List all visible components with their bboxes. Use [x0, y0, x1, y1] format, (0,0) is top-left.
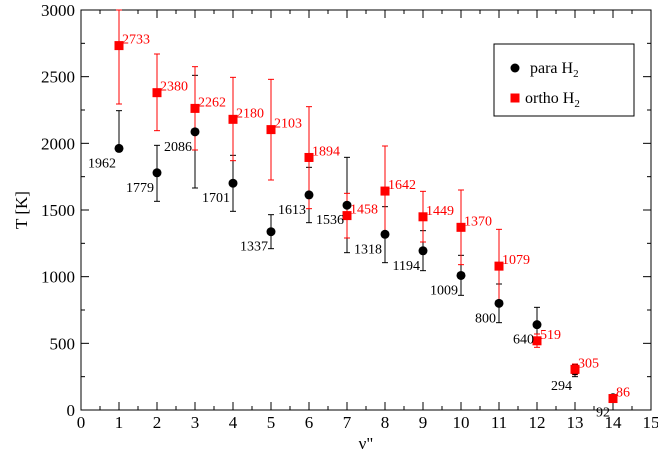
ortho-data-label: 86: [616, 386, 630, 401]
ortho-point: [456, 222, 466, 232]
legend-box: [493, 43, 635, 117]
para-data-label: 1962: [88, 156, 116, 171]
para-data-label: 1536: [316, 213, 344, 228]
y-tick-label: 2500: [41, 68, 75, 87]
ortho-data-label: 2103: [274, 117, 302, 132]
x-tick-label: 12: [529, 413, 546, 432]
x-axis-title: ν": [359, 434, 374, 453]
ortho-point: [342, 211, 352, 221]
para-data-label: 2086: [164, 140, 192, 155]
para-point: [190, 127, 200, 137]
ortho-point: [380, 186, 390, 196]
x-tick-label: 6: [305, 413, 314, 432]
y-tick-label: 0: [67, 401, 76, 420]
para-point: [228, 178, 238, 188]
x-tick-label: 7: [343, 413, 352, 432]
para-point: [342, 200, 352, 210]
y-tick-label: 1000: [41, 268, 75, 287]
ortho-point: [190, 103, 200, 113]
para-point: [152, 168, 162, 178]
x-tick-label: 0: [77, 413, 86, 432]
ortho-data-label: 1449: [426, 204, 454, 219]
x-tick-label: 8: [381, 413, 390, 432]
ortho-data-label: 1642: [388, 178, 416, 193]
ortho-point: [532, 336, 542, 346]
axis-ticks: 0 1 2 3 4 5 6 7 8 9 10 11 12 13 14 15050010001500200025…: [41, 1, 658, 432]
ortho-point: [228, 114, 238, 124]
para-data-label: 640: [513, 333, 534, 348]
para-data-label: 1337: [240, 240, 268, 255]
para-point: [418, 246, 428, 256]
ortho-point: [494, 261, 504, 271]
para-data-label: 1318: [354, 242, 382, 257]
data-points: [114, 41, 618, 404]
x-tick-label: 4: [229, 413, 238, 432]
x-tick-label: 3: [191, 413, 200, 432]
ortho-point: [266, 125, 276, 135]
para-data-label: 1613: [278, 203, 306, 218]
y-tick-label: 2000: [41, 134, 75, 153]
x-tick-label: 2: [153, 413, 162, 432]
para-point: [266, 227, 276, 237]
para-point: [114, 143, 124, 153]
para-point: [456, 270, 466, 280]
para-data-label: 92: [596, 406, 610, 421]
para-data-label: 1779: [126, 181, 154, 196]
ortho-point: [114, 41, 124, 51]
para-point: [304, 190, 314, 200]
ortho-data-label: 2733: [122, 33, 150, 48]
x-tick-label: 14: [605, 413, 623, 432]
ortho-data-label: 1370: [464, 214, 492, 229]
para-data-label: 294: [551, 379, 572, 394]
y-tick-label: 500: [50, 334, 76, 353]
legend-marker-ortho: [510, 93, 520, 103]
ortho-data-label: 1079: [502, 253, 530, 268]
x-tick-label: 1: [115, 413, 124, 432]
ortho-data-label: 2380: [160, 80, 188, 95]
data-labels: 1962 1779 2086 1701 1337 1613 1536 1318 1194 1009…: [88, 33, 630, 421]
ortho-data-label: 305: [578, 356, 599, 371]
legend-label-ortho: ortho H2: [525, 90, 580, 110]
x-tick-label: 11: [491, 413, 507, 432]
x-tick-label: 5: [267, 413, 276, 432]
ortho-data-label: 519: [540, 328, 561, 343]
para-data-label: 800: [475, 311, 496, 326]
ortho-data-label: 2262: [198, 95, 226, 110]
para-point: [380, 229, 390, 239]
x-tick-label: 15: [643, 413, 658, 432]
ortho-point: [570, 364, 580, 374]
x-tick-label: 9: [419, 413, 428, 432]
ortho-data-label: 2180: [236, 106, 264, 121]
x-tick-label: 13: [567, 413, 584, 432]
ortho-point: [418, 212, 428, 222]
para-data-label: 1701: [202, 191, 230, 206]
ortho-point: [304, 152, 314, 162]
para-data-label: 1194: [393, 259, 420, 274]
para-point: [532, 320, 542, 330]
ortho-point: [152, 88, 162, 98]
legend: para H2 ortho H2: [493, 43, 635, 117]
legend-marker-para: [510, 63, 520, 73]
ortho-data-label: 1894: [312, 144, 340, 159]
para-point: [494, 298, 504, 308]
ortho-data-label: 1458: [350, 203, 378, 218]
legend-label-para: para H2: [530, 60, 579, 80]
y-axis-title: T [K]: [12, 191, 31, 229]
x-tick-label: 10: [453, 413, 470, 432]
y-tick-label: 1500: [41, 201, 75, 220]
y-tick-label: 3000: [41, 1, 75, 20]
para-data-label: 1009: [430, 283, 458, 298]
ortho-point: [608, 394, 618, 404]
